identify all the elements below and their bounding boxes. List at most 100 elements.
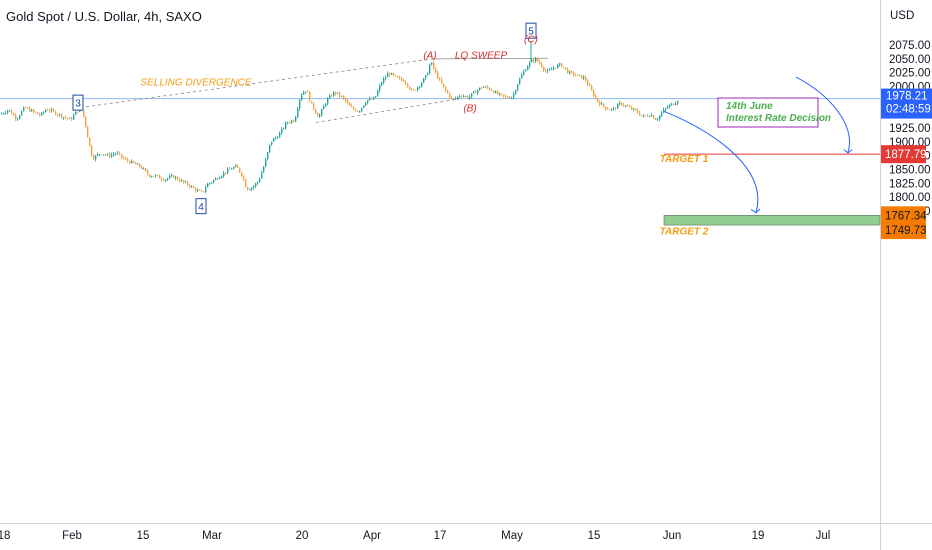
candle-body xyxy=(531,59,533,63)
candle-body xyxy=(411,89,413,90)
candle-body xyxy=(481,87,483,89)
candle-body xyxy=(427,73,429,76)
candle-body xyxy=(349,102,351,106)
candle-body xyxy=(17,118,19,120)
candle-body xyxy=(59,114,61,116)
candle-body xyxy=(215,178,217,180)
price-scale[interactable] xyxy=(880,0,932,524)
candle-body xyxy=(663,109,665,113)
candle-body xyxy=(551,69,553,70)
candle-body xyxy=(335,92,337,94)
candle-body xyxy=(357,111,359,112)
candle-body xyxy=(131,160,133,164)
forecast-arrow-target1 xyxy=(795,76,850,153)
candle-body xyxy=(307,91,309,93)
candle-body xyxy=(9,110,11,112)
candle-body xyxy=(359,111,361,112)
candle-body xyxy=(399,77,401,79)
candle-body xyxy=(515,90,517,94)
candle-body xyxy=(457,96,459,99)
candle-body xyxy=(519,78,521,85)
candle-body xyxy=(119,152,121,154)
interest-rate-note[interactable]: 14th June Interest Rate Decision xyxy=(717,97,831,128)
candle-body xyxy=(213,179,215,183)
candle-body xyxy=(561,63,563,67)
candle-body xyxy=(371,98,373,100)
candle-body xyxy=(505,95,507,97)
candle-body xyxy=(629,106,631,108)
candle-body xyxy=(333,92,335,97)
candle-body xyxy=(317,113,319,117)
candle-body xyxy=(87,126,89,138)
candle-body xyxy=(583,76,585,79)
plot-area[interactable] xyxy=(0,0,880,524)
candle-body xyxy=(419,86,421,88)
candle-body xyxy=(297,108,299,117)
annotation-label: SELLING DIVERGENCE xyxy=(140,78,251,89)
candle-body xyxy=(189,185,191,188)
x-tick-label: Apr xyxy=(363,530,381,542)
candle-body xyxy=(135,162,137,165)
candle-body xyxy=(521,74,523,79)
candle-body xyxy=(589,84,591,87)
candle-body xyxy=(305,91,307,93)
x-tick-label: Feb xyxy=(62,530,82,542)
x-axis-ticks: 18 Feb 15 Mar 20 Apr 17 May 15 Jun 19 Jul xyxy=(0,530,830,542)
candle-body xyxy=(73,115,75,120)
candle-body xyxy=(525,70,527,72)
candle-body xyxy=(69,118,71,119)
candle-body xyxy=(389,73,391,75)
candle-body xyxy=(221,176,223,178)
candle-body xyxy=(555,67,557,69)
y-tick-label: 2075.00 xyxy=(889,40,931,52)
candle-body xyxy=(491,89,493,91)
target2-zone xyxy=(663,215,881,226)
candle-body xyxy=(541,63,543,67)
candle-body xyxy=(249,189,251,191)
candle-body xyxy=(351,105,353,108)
candle-body xyxy=(139,163,141,167)
candle-body xyxy=(463,96,465,97)
candle-body xyxy=(211,182,213,184)
candle-body xyxy=(283,128,285,129)
candle-body xyxy=(299,99,301,109)
candle-body xyxy=(369,98,371,101)
candle-body xyxy=(219,177,221,180)
candle-body xyxy=(293,120,295,122)
candle-body xyxy=(35,111,37,113)
candle-body xyxy=(263,166,265,173)
current-price-tag: 1978.21 02:48:59 xyxy=(881,88,932,119)
candle-body xyxy=(601,103,603,105)
candle-body xyxy=(163,179,165,181)
x-tick-label: 17 xyxy=(434,530,447,542)
candle-body xyxy=(633,108,635,110)
candle-body xyxy=(27,107,29,109)
candle-body xyxy=(187,181,189,186)
candle-body xyxy=(635,108,637,111)
candle-body xyxy=(21,111,23,116)
candle-body xyxy=(147,170,149,175)
candle-body xyxy=(489,88,491,90)
candle-body xyxy=(183,180,185,183)
candle-body xyxy=(639,112,641,116)
candle-body xyxy=(643,115,645,117)
candle-body xyxy=(5,112,7,114)
candle-body xyxy=(493,90,495,93)
x-tick-label: Jun xyxy=(663,530,682,542)
candle-body xyxy=(65,117,67,118)
currency-label: USD xyxy=(890,10,914,22)
candle-body xyxy=(421,82,423,87)
chart-annotations: 3 4 5 (A) (B) (C) LQ SWEEP SELLING DIVERGENCE TA… xyxy=(72,22,709,238)
candle-body xyxy=(613,107,615,109)
target2-upper-tag: 1767.34 xyxy=(881,206,927,225)
candle-body xyxy=(353,107,355,110)
candle-body xyxy=(95,155,97,160)
candle-body xyxy=(149,174,151,177)
candle-body xyxy=(383,78,385,83)
candle-body xyxy=(181,180,183,182)
candle-body xyxy=(415,90,417,91)
candle-body xyxy=(533,59,535,62)
candle-body xyxy=(439,78,441,80)
wave-label: 5 xyxy=(528,27,534,38)
